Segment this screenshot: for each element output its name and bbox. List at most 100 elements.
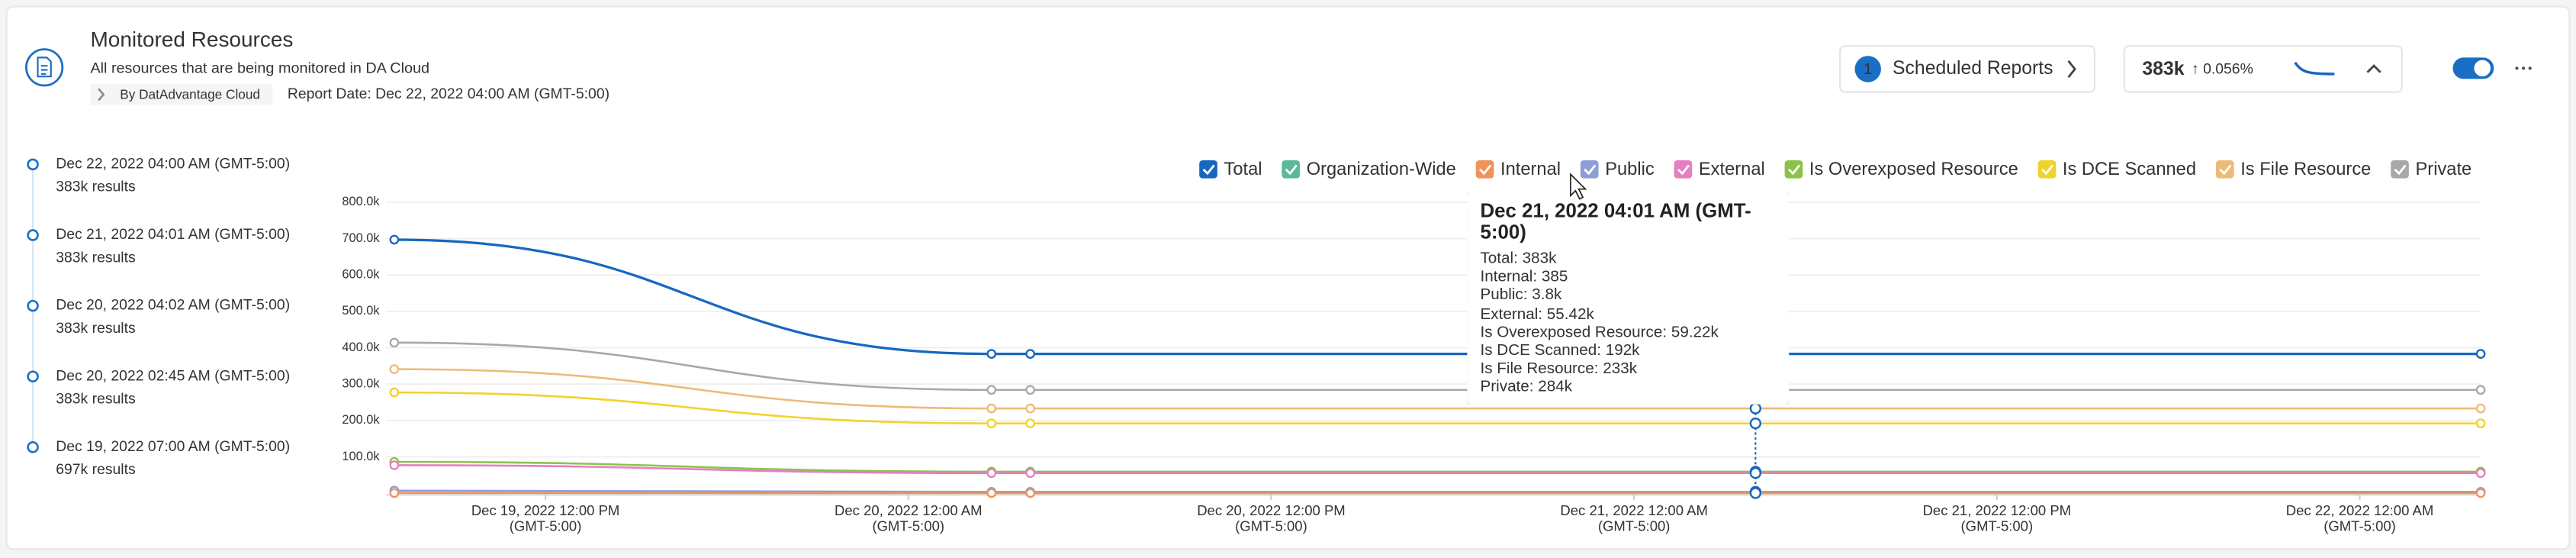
legend-checkbox[interactable]: [1580, 160, 1599, 179]
data-point: [986, 403, 997, 414]
legend-check: [2041, 164, 2054, 176]
timeline-results: 383k results: [56, 249, 135, 266]
legend-check: [1479, 164, 1492, 176]
source-chip: [90, 83, 273, 105]
series-line: [394, 391, 2481, 424]
legend-check: [2394, 164, 2407, 176]
y-tick-label: 300.0k: [342, 376, 380, 390]
card: [5, 5, 2571, 550]
scheduled-reports-button[interactable]: [1839, 45, 2096, 93]
data-point: [1749, 487, 1762, 499]
data-point: [389, 337, 400, 348]
badge: [1854, 56, 1881, 82]
data-point: [2475, 468, 2486, 479]
x-tick-label: Dec 19, 2022 12:00 PM (GMT-5:00): [471, 502, 620, 534]
legend-check: [1584, 164, 1597, 176]
report-icon-glyph: [37, 56, 52, 78]
timeline-results: 697k results: [56, 461, 135, 478]
tooltip-line: Internal: 385: [1480, 268, 1568, 287]
legend-label: Private: [2416, 160, 2472, 179]
toggle-knob: [2474, 60, 2491, 77]
data-point: [389, 460, 400, 470]
stat-change: ↑ 0.056%: [2192, 61, 2253, 78]
timeline-results: 383k results: [56, 320, 135, 337]
data-point: [1749, 402, 1762, 414]
scheduled-reports-label: Scheduled Reports: [1893, 58, 2053, 79]
legend-label: Total: [1224, 160, 1262, 179]
timeline-date: Dec 20, 2022 04:02 AM (GMT-5:00): [56, 297, 290, 314]
data-point: [389, 234, 400, 245]
sparkline: [2294, 61, 2335, 76]
data-point: [389, 364, 400, 374]
legend-checkbox[interactable]: [2391, 160, 2409, 179]
tooltip-line: Private: 284k: [1480, 379, 1573, 397]
legend-label: External: [1699, 160, 1765, 179]
legend-checkbox[interactable]: [2215, 160, 2234, 179]
x-tick-label: Dec 20, 2022 12:00 AM (GMT-5:00): [835, 502, 982, 534]
data-point: [986, 385, 997, 395]
x-tick-label: Dec 21, 2022 12:00 AM (GMT-5:00): [1560, 502, 1708, 534]
series-line: [394, 238, 2481, 356]
series-line: [394, 489, 2481, 493]
title: Monitored Resources: [90, 27, 293, 51]
timeline-date: Dec 22, 2022 04:00 AM (GMT-5:00): [56, 156, 290, 173]
y-tick-label: 400.0k: [342, 340, 380, 354]
data-point: [986, 468, 997, 479]
data-point: [1749, 417, 1762, 430]
data-point: [1025, 349, 1036, 359]
legend-checkbox[interactable]: [2037, 160, 2057, 179]
cursor: [1570, 173, 1587, 200]
data-point: [2475, 385, 2486, 395]
timeline-dot: [27, 158, 39, 171]
legend-label: Internal: [1500, 160, 1561, 179]
data-point: [1749, 467, 1762, 479]
legend-checkbox[interactable]: [1674, 160, 1693, 179]
subtitle: All resources that are being monitored i…: [90, 60, 429, 77]
data-point: [986, 488, 997, 498]
timeline-results: 383k results: [56, 390, 135, 407]
legend-check: [1677, 164, 1690, 176]
series-line: [394, 341, 2481, 392]
data-point: [2475, 349, 2486, 359]
stat-box[interactable]: [2123, 45, 2403, 93]
chevron-right: [2067, 60, 2076, 79]
legend-label: Is File Resource: [2240, 160, 2371, 179]
data-point: [1025, 418, 1036, 428]
tooltip: Dec 21, 2022 04:01 AM (GMT-5:00) Total: 3…: [1467, 192, 1790, 405]
data-point: [986, 418, 997, 428]
legend-label: Organization-Wide: [1307, 160, 1456, 179]
timeline-dot: [27, 229, 39, 241]
legend-label: Is DCE Scanned: [2063, 160, 2196, 179]
data-point: [2475, 403, 2486, 414]
legend-checkbox[interactable]: [1199, 160, 1217, 179]
series-line: [394, 460, 2481, 473]
data-point: [389, 488, 400, 498]
y-tick-label: 600.0k: [342, 268, 380, 282]
more-menu[interactable]: [2515, 66, 2532, 70]
y-tick-label: 700.0k: [342, 231, 380, 245]
x-tick-label: Dec 20, 2022 12:00 PM (GMT-5:00): [1197, 502, 1346, 534]
chevron-up[interactable]: [2366, 64, 2381, 73]
legend-checkbox[interactable]: [1475, 160, 1494, 179]
data-point: [1025, 488, 1036, 498]
data-point: [2475, 418, 2486, 428]
y-tick-label: 500.0k: [342, 304, 380, 318]
tooltip-line: External: 55.42k: [1480, 305, 1594, 324]
series-line: [394, 368, 2481, 410]
data-point: [1025, 468, 1036, 479]
tooltip-line: Total: 383k: [1480, 250, 1557, 269]
legend-checkbox[interactable]: [1282, 160, 1301, 179]
data-point: [986, 349, 997, 359]
legend-label: Is Overexposed Resource: [1809, 160, 2018, 179]
tooltip-line: Is DCE Scanned: 192k: [1480, 342, 1640, 360]
data-point: [1025, 403, 1036, 414]
y-tick-label: 800.0k: [342, 195, 380, 208]
source: By DatAdvantage Cloud: [120, 86, 260, 102]
report-icon: [25, 48, 64, 87]
timeline-dot: [27, 299, 39, 312]
legend-label: Public: [1605, 160, 1655, 179]
x-tick-label: Dec 22, 2022 12:00 AM (GMT-5:00): [2286, 502, 2434, 534]
legend-checkbox[interactable]: [1784, 160, 1803, 179]
